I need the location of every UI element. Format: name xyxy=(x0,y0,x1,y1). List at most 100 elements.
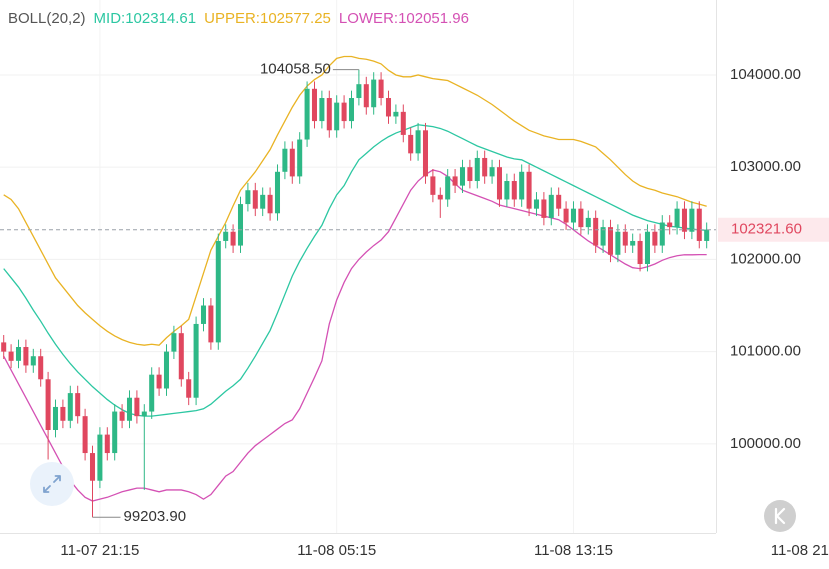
candle-body xyxy=(533,199,539,209)
y-tick-label: 101000.00 xyxy=(730,343,801,360)
candle-body xyxy=(378,79,384,99)
legend-entry: UPPER:102577.25 xyxy=(204,10,331,27)
candle-body xyxy=(252,190,258,209)
k-button[interactable] xyxy=(764,500,796,532)
candle-body xyxy=(622,231,628,246)
candle-body xyxy=(630,240,636,246)
candle-body xyxy=(570,208,576,223)
candle-body xyxy=(30,356,36,366)
candle-body xyxy=(644,231,650,265)
band-line xyxy=(3,169,707,502)
candle-body xyxy=(200,305,207,324)
candle-body xyxy=(348,98,355,122)
candle-body xyxy=(393,111,399,117)
candle-body xyxy=(600,227,606,246)
labels: 100000.00 101000.00 102000.00 103000.00 1040… xyxy=(0,10,829,559)
candle-body xyxy=(452,176,458,186)
candle-body xyxy=(556,194,562,209)
candle-body xyxy=(681,208,687,232)
candle-body xyxy=(215,240,221,343)
candle-body xyxy=(178,333,184,380)
y-tick-label: 100000.00 xyxy=(730,435,801,452)
indicator-name: BOLL(20,2) xyxy=(8,10,86,27)
candle-body xyxy=(274,171,281,214)
candle-body xyxy=(363,84,369,108)
candle-body xyxy=(689,208,695,232)
candle-body xyxy=(541,199,547,218)
high-annotation: 104058.50 xyxy=(260,61,331,78)
x-tick-label: 11-08 05:15 xyxy=(297,542,376,559)
candle-body xyxy=(260,194,266,209)
x-tick-label: 11-08 21:15 xyxy=(771,542,829,559)
candle-body xyxy=(659,222,665,246)
candle-body xyxy=(371,79,377,108)
candle-body xyxy=(519,171,525,200)
grid xyxy=(0,0,716,533)
candle-body xyxy=(341,102,347,122)
candle-body xyxy=(134,397,140,417)
x-tick-label: 11-08 13:15 xyxy=(534,542,613,559)
candle-body xyxy=(126,397,133,421)
candle-body xyxy=(97,434,103,481)
candle-body xyxy=(415,130,421,154)
candle-body xyxy=(526,171,532,209)
candle-body xyxy=(156,374,162,389)
candle-body xyxy=(430,176,436,195)
candle-body xyxy=(38,356,44,380)
candle-body xyxy=(237,204,244,246)
candle-body xyxy=(193,323,199,398)
candle-body xyxy=(593,217,599,246)
candle-body xyxy=(674,208,680,228)
low-annotation: 99203.90 xyxy=(123,508,186,525)
band-line xyxy=(3,124,707,417)
candle-body xyxy=(104,434,110,454)
candle-body xyxy=(319,98,325,122)
candle-body xyxy=(474,157,480,182)
band-line xyxy=(3,55,707,346)
indicator-legend: BOLL(20,2) MID:102314.61 UPPER:102577.25 LO… xyxy=(8,10,469,27)
candle-body xyxy=(607,227,613,255)
candle-body xyxy=(67,393,73,421)
candle-body xyxy=(422,130,429,177)
candle-body xyxy=(297,139,303,177)
candle-body xyxy=(15,347,22,361)
candle-body xyxy=(489,167,495,177)
candle-body xyxy=(704,229,710,241)
candle-body xyxy=(230,231,236,246)
candle-body xyxy=(89,453,96,481)
y-tick-label: 103000.00 xyxy=(730,158,801,175)
candle-body xyxy=(267,194,273,214)
candle-body xyxy=(445,176,451,200)
candle-body xyxy=(186,379,192,398)
candle-body xyxy=(311,88,318,122)
candle-body xyxy=(60,406,66,421)
legend-entry: MID:102314.61 xyxy=(94,10,197,27)
candle-body xyxy=(304,88,310,140)
candle-body xyxy=(1,342,7,352)
candle-body xyxy=(667,222,673,228)
last-price-box xyxy=(718,217,829,242)
bands xyxy=(3,55,707,502)
candle-body xyxy=(585,217,591,228)
candle-body xyxy=(282,148,288,172)
candle-body xyxy=(459,167,466,186)
candle-body xyxy=(112,411,118,454)
candle-body xyxy=(119,411,125,421)
candle-body xyxy=(504,181,510,200)
candle-body xyxy=(141,411,147,417)
expand-button[interactable] xyxy=(30,462,74,506)
y-tick-label: 102000.00 xyxy=(730,250,801,267)
candle-body xyxy=(511,181,517,200)
candle-body xyxy=(223,231,229,241)
candle-body xyxy=(548,194,554,218)
candle-body xyxy=(408,134,414,154)
y-tick-label: 104000.00 xyxy=(730,66,801,83)
candle-body xyxy=(45,379,51,430)
candle-body xyxy=(578,208,584,228)
candle-body xyxy=(496,167,502,200)
candle-body xyxy=(437,194,443,200)
candle-body xyxy=(652,231,658,246)
candle-body xyxy=(208,305,214,343)
